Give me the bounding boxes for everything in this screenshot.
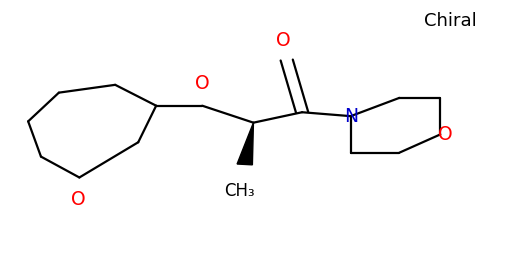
Text: Chiral: Chiral: [424, 12, 477, 30]
Text: O: O: [195, 74, 209, 93]
Text: O: O: [71, 190, 85, 209]
Text: N: N: [344, 107, 358, 126]
Text: O: O: [276, 31, 290, 50]
Text: O: O: [438, 125, 453, 144]
Text: CH₃: CH₃: [224, 182, 255, 199]
Polygon shape: [237, 123, 253, 165]
